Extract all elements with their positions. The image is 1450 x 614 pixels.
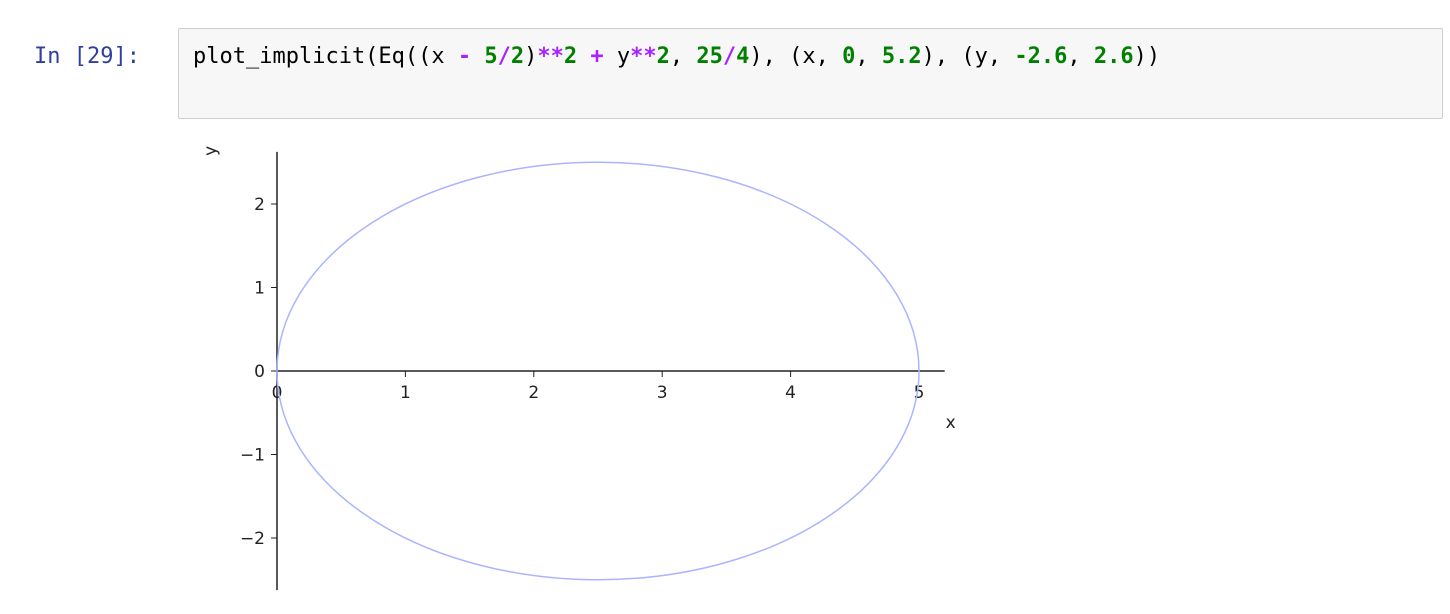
- code-token: 5.2: [881, 44, 922, 69]
- code-token: )): [1133, 44, 1161, 69]
- code-token: 2.6: [1093, 44, 1134, 69]
- y-tick-label: −1: [240, 446, 265, 466]
- code-token: 5: [484, 44, 498, 69]
- code-token: -: [457, 44, 472, 69]
- code-token: +: [590, 44, 604, 69]
- code-token: -2.6: [1014, 44, 1068, 69]
- code-token: 2: [656, 44, 670, 69]
- y-tick-label: 2: [254, 195, 265, 215]
- code-token: [577, 44, 590, 69]
- y-axis-label: y: [201, 146, 221, 156]
- code-token: ,: [669, 44, 697, 69]
- implicit-curve: [276, 161, 920, 581]
- y-tick-label: 0: [254, 362, 265, 382]
- code-token: /: [497, 44, 511, 69]
- code-token: ), (y,: [921, 44, 1015, 69]
- code-token: ,: [855, 44, 882, 69]
- y-tick-label: 1: [254, 279, 265, 299]
- code-token: 4: [736, 44, 750, 69]
- x-tick-label: 1: [400, 383, 411, 403]
- code-token: [471, 44, 484, 69]
- code-token: ,: [1067, 44, 1094, 69]
- code-token: 0: [842, 44, 856, 69]
- code-token: 2: [510, 44, 525, 69]
- code-token: 25: [696, 44, 723, 69]
- code-token: ), (x,: [749, 44, 843, 69]
- x-tick-label: 3: [657, 383, 668, 403]
- code-text[interactable]: plot_implicit(Eq((x - 5/2)**2 + y**2, 25…: [193, 44, 1160, 69]
- input-prompt: In [29]:: [34, 44, 140, 69]
- code-token: plot_implicit(Eq((x: [193, 44, 458, 69]
- code-token: **: [630, 44, 657, 69]
- code-token: y: [603, 44, 631, 69]
- code-input-area[interactable]: plot_implicit(Eq((x - 5/2)**2 + y**2, 25…: [178, 28, 1443, 119]
- x-tick-label: 0: [272, 383, 283, 403]
- x-axis-label: x: [946, 413, 956, 433]
- x-tick-label: 4: [785, 383, 796, 403]
- y-tick-label: −2: [240, 529, 265, 549]
- x-tick-label: 2: [528, 383, 539, 403]
- implicit-plot: 0 1 2 3 4 5 −2 −1 0 1 2 x y: [201, 146, 956, 591]
- x-tick-label: 5: [914, 383, 925, 403]
- code-token: /: [722, 44, 737, 69]
- code-token: 2: [563, 44, 578, 69]
- code-token: **: [537, 44, 564, 69]
- code-token: ): [524, 44, 538, 69]
- plot-output: 0 1 2 3 4 5 −2 −1 0 1 2 x y: [190, 135, 970, 605]
